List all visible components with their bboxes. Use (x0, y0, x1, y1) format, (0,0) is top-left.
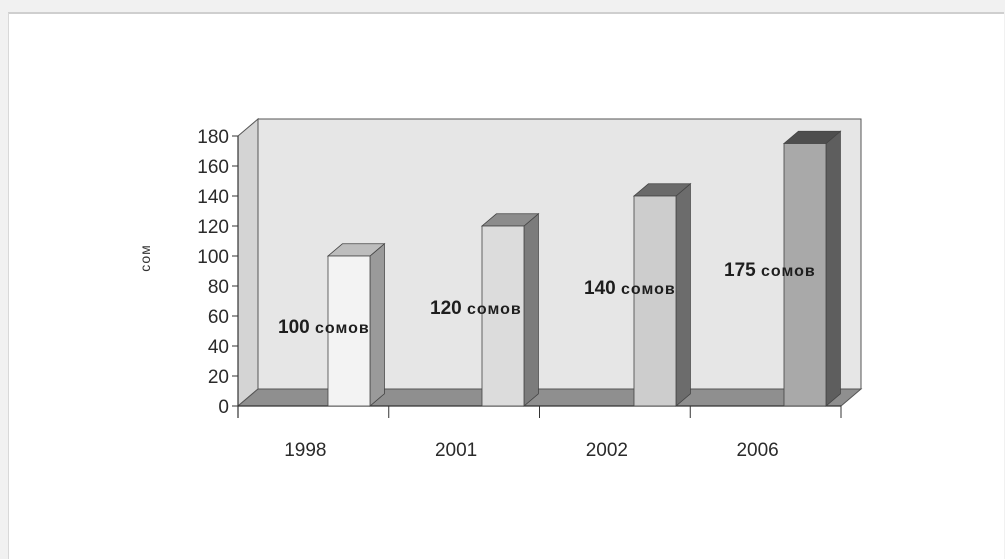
y-tick-label: 80 (208, 277, 229, 298)
bar-front (481, 225, 525, 407)
x-axis: 1998 2001 2002 2006 (237, 405, 842, 461)
bar-2001 (480, 212, 540, 407)
x-tick-label: 1998 (284, 440, 326, 461)
y-tick-label: 100 (197, 247, 229, 268)
bar-side (825, 130, 841, 407)
data-label: 140 сомов (584, 278, 676, 299)
bar-front (633, 195, 677, 407)
data-label-unit: сомов (621, 281, 676, 298)
bar-front (783, 143, 827, 407)
data-label-unit: сомов (315, 320, 370, 337)
y-tick-label: 0 (218, 397, 229, 418)
x-tick-label: 2001 (435, 440, 477, 461)
chart-walls (236, 117, 863, 408)
y-tick-label: 180 (197, 127, 229, 148)
y-axis-label: сом (137, 244, 153, 272)
data-label-unit: сомов (761, 263, 816, 280)
y-axis: 0 20 40 60 80 100 120 140 160 180 (197, 127, 239, 418)
bar-2002 (632, 182, 692, 407)
bar-1998 (326, 242, 386, 407)
y-tick-label: 120 (197, 217, 229, 238)
bar-front (327, 255, 371, 407)
y-tick-label: 60 (208, 307, 229, 328)
y-tick-label: 40 (208, 337, 229, 358)
data-label: 100 сомов (278, 317, 370, 338)
data-label-value: 140 (584, 278, 621, 299)
x-tick-label: 2002 (586, 440, 628, 461)
data-label-value: 175 (724, 260, 761, 281)
data-label-unit: сомов (467, 301, 522, 318)
bar-2006 (782, 130, 842, 407)
y-tick-label: 140 (197, 187, 229, 208)
y-tick-label: 20 (208, 367, 229, 388)
y-tick-label: 160 (197, 157, 229, 178)
x-tick-label: 2006 (736, 440, 778, 461)
bar-series (326, 130, 842, 407)
data-label-value: 100 (278, 317, 315, 338)
data-label-value: 120 (430, 298, 467, 319)
data-label: 175 сомов (724, 260, 816, 281)
bar-side (675, 182, 691, 407)
side-wall (237, 117, 259, 408)
bar-side (369, 242, 385, 407)
data-label: 120 сомов (430, 298, 522, 319)
bar-side (523, 212, 539, 407)
